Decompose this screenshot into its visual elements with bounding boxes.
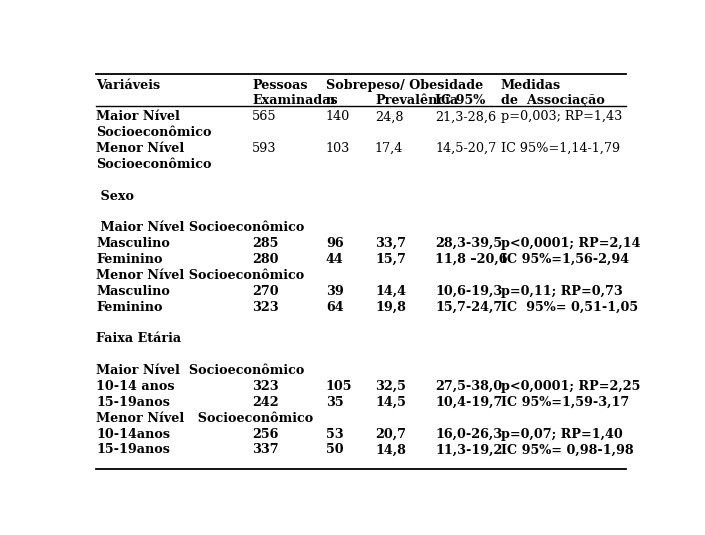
Text: 105: 105 — [326, 380, 352, 393]
Text: 35: 35 — [326, 396, 343, 409]
Text: 10,6-19,3: 10,6-19,3 — [435, 285, 503, 298]
Text: 565: 565 — [252, 110, 276, 124]
Text: 103: 103 — [326, 142, 350, 155]
Text: IC 95%: IC 95% — [435, 94, 485, 107]
Text: 11,3-19,2: 11,3-19,2 — [435, 444, 503, 456]
Text: n: n — [326, 94, 335, 107]
Text: 17,4: 17,4 — [375, 142, 403, 155]
Text: IC  95%= 0,51-1,05: IC 95%= 0,51-1,05 — [501, 301, 638, 314]
Text: 27,5-38,0: 27,5-38,0 — [435, 380, 502, 393]
Text: IC 95%=1,14-1,79: IC 95%=1,14-1,79 — [501, 142, 620, 155]
Text: 15,7: 15,7 — [375, 253, 406, 266]
Text: p<0,0001; RP=2,14: p<0,0001; RP=2,14 — [501, 237, 640, 250]
Text: Menor Nível: Menor Nível — [97, 142, 185, 155]
Text: 24,8: 24,8 — [375, 110, 403, 124]
Text: 15-19anos: 15-19anos — [97, 396, 170, 409]
Text: Maior Nível: Maior Nível — [97, 110, 180, 124]
Text: Examinadas: Examinadas — [252, 94, 338, 107]
Text: Sexo: Sexo — [97, 189, 135, 203]
Text: 323: 323 — [252, 301, 278, 314]
Text: Maior Nível Socioeconômico: Maior Nível Socioeconômico — [97, 221, 305, 234]
Text: Sobrepeso/ Obesidade: Sobrepeso/ Obesidade — [326, 79, 483, 91]
Text: Socioeconômico: Socioeconômico — [97, 158, 212, 171]
Text: 140: 140 — [326, 110, 350, 124]
Text: p=0,11; RP=0,73: p=0,11; RP=0,73 — [501, 285, 623, 298]
Text: Variáveis: Variáveis — [97, 79, 161, 91]
Text: 593: 593 — [252, 142, 276, 155]
Text: 32,5: 32,5 — [375, 380, 406, 393]
Text: Menor Nível   Socioeconômico: Menor Nível Socioeconômico — [97, 411, 314, 425]
Text: 323: 323 — [252, 380, 278, 393]
Text: 21,3-28,6: 21,3-28,6 — [435, 110, 496, 124]
Text: 285: 285 — [252, 237, 278, 250]
Text: IC 95%=1,56-2,94: IC 95%=1,56-2,94 — [501, 253, 629, 266]
Text: 280: 280 — [252, 253, 278, 266]
Text: 270: 270 — [252, 285, 278, 298]
Text: 20,7: 20,7 — [375, 427, 406, 440]
Text: 39: 39 — [326, 285, 343, 298]
Text: 10-14anos: 10-14anos — [97, 427, 171, 440]
Text: p=0,07; RP=1,40: p=0,07; RP=1,40 — [501, 427, 623, 440]
Text: 14,5-20,7: 14,5-20,7 — [435, 142, 496, 155]
Text: 14,4: 14,4 — [375, 285, 406, 298]
Text: p=0,003; RP=1,43: p=0,003; RP=1,43 — [501, 110, 622, 124]
Text: 50: 50 — [326, 444, 343, 456]
Text: 64: 64 — [326, 301, 343, 314]
Text: 15-19anos: 15-19anos — [97, 444, 170, 456]
Text: Prevalência: Prevalência — [375, 94, 458, 107]
Text: Masculino: Masculino — [97, 285, 170, 298]
Text: 16,0-26,3: 16,0-26,3 — [435, 427, 502, 440]
Text: Menor Nível Socioeconômico: Menor Nível Socioeconômico — [97, 269, 305, 282]
Text: 33,7: 33,7 — [375, 237, 406, 250]
Text: 256: 256 — [252, 427, 278, 440]
Text: Feminino: Feminino — [97, 253, 163, 266]
Text: de  Associação: de Associação — [501, 94, 604, 107]
Text: Masculino: Masculino — [97, 237, 170, 250]
Text: Pessoas: Pessoas — [252, 79, 307, 91]
Text: 14,8: 14,8 — [375, 444, 406, 456]
Text: 28,3-39,5: 28,3-39,5 — [435, 237, 502, 250]
Text: 44: 44 — [326, 253, 343, 266]
Text: 242: 242 — [252, 396, 278, 409]
Text: Maior Nível  Socioeconômico: Maior Nível Socioeconômico — [97, 364, 305, 377]
Text: 53: 53 — [326, 427, 343, 440]
Text: 96: 96 — [326, 237, 343, 250]
Text: Medidas: Medidas — [501, 79, 560, 91]
Text: 10-14 anos: 10-14 anos — [97, 380, 175, 393]
Text: p<0,0001; RP=2,25: p<0,0001; RP=2,25 — [501, 380, 640, 393]
Text: IC 95%=1,59-3,17: IC 95%=1,59-3,17 — [501, 396, 629, 409]
Text: IC 95%= 0,98-1,98: IC 95%= 0,98-1,98 — [501, 444, 633, 456]
Text: Feminino: Feminino — [97, 301, 163, 314]
Text: 11,8 –20,6: 11,8 –20,6 — [435, 253, 508, 266]
Text: 19,8: 19,8 — [375, 301, 406, 314]
Text: 337: 337 — [252, 444, 278, 456]
Text: 14,5: 14,5 — [375, 396, 406, 409]
Text: Socioeconômico: Socioeconômico — [97, 126, 212, 139]
Text: 15,7-24,7: 15,7-24,7 — [435, 301, 503, 314]
Text: 10,4-19,7: 10,4-19,7 — [435, 396, 503, 409]
Text: Faixa Etária: Faixa Etária — [97, 332, 181, 346]
